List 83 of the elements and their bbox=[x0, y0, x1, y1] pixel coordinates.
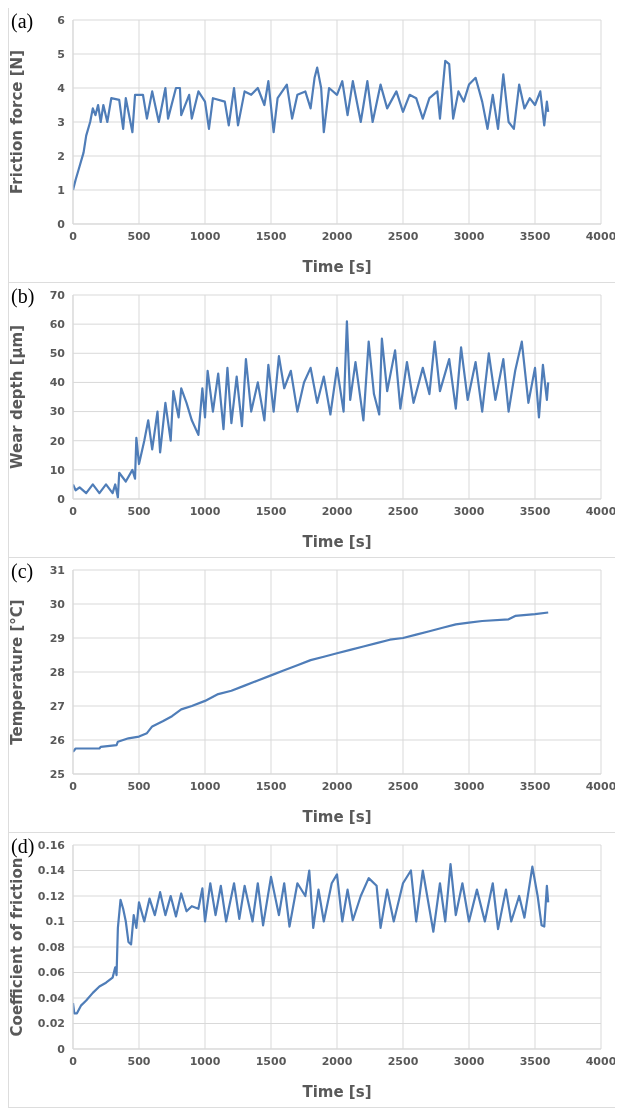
y-tick-label: 0 bbox=[57, 1042, 66, 1056]
y-tick-label: 0.08 bbox=[37, 940, 65, 954]
y-tick-label: 0.06 bbox=[37, 966, 66, 980]
y-axis-title: Coefficient of friction bbox=[8, 857, 27, 1037]
x-tick-label: 1500 bbox=[255, 229, 287, 243]
x-tick-label: 500 bbox=[127, 779, 151, 793]
y-tick-label: 4 bbox=[57, 81, 66, 95]
x-tick-label: 2000 bbox=[321, 1054, 353, 1068]
y-tick-label: 0 bbox=[57, 492, 66, 506]
chart-title: (a) bbox=[11, 10, 34, 33]
x-tick-label: 0 bbox=[69, 1054, 78, 1068]
y-tick-label: 31 bbox=[49, 563, 65, 577]
y-tick-label: 0 bbox=[57, 217, 66, 231]
x-tick-label: 500 bbox=[127, 1054, 151, 1068]
y-tick-label: 27 bbox=[49, 699, 65, 713]
x-tick-label: 500 bbox=[127, 504, 151, 518]
x-tick-label: 4000 bbox=[585, 779, 617, 793]
y-tick-label: 3 bbox=[57, 115, 65, 129]
y-tick-label: 6 bbox=[57, 13, 66, 27]
x-tick-label: 3500 bbox=[519, 504, 551, 518]
x-tick-label: 3000 bbox=[453, 504, 485, 518]
x-tick-label: 1000 bbox=[189, 504, 221, 518]
x-tick-label: 3000 bbox=[453, 1054, 485, 1068]
x-tick-label: 2500 bbox=[387, 1054, 419, 1068]
y-tick-label: 0.14 bbox=[37, 864, 66, 878]
x-tick-label: 2500 bbox=[387, 229, 419, 243]
y-tick-label: 2 bbox=[57, 149, 65, 163]
y-tick-label: 30 bbox=[49, 405, 66, 419]
x-tick-label: 1500 bbox=[255, 1054, 287, 1068]
x-axis-title: Time [s] bbox=[302, 808, 372, 826]
y-tick-label: 28 bbox=[49, 665, 65, 679]
x-tick-label: 3500 bbox=[519, 1054, 551, 1068]
y-tick-label: 0.04 bbox=[37, 991, 66, 1005]
x-tick-label: 1000 bbox=[189, 1054, 221, 1068]
y-tick-label: 40 bbox=[49, 376, 66, 390]
y-axis-title: Friction force [N] bbox=[8, 49, 27, 195]
chart-title: (c) bbox=[11, 560, 34, 583]
y-tick-label: 0.1 bbox=[45, 915, 65, 929]
x-tick-label: 1000 bbox=[189, 229, 221, 243]
line-series bbox=[73, 320, 550, 499]
x-tick-label: 3500 bbox=[519, 779, 551, 793]
chart-title: (b) bbox=[11, 285, 35, 308]
y-tick-label: 60 bbox=[49, 318, 66, 332]
x-tick-label: 0 bbox=[69, 779, 78, 793]
line-series bbox=[73, 59, 550, 192]
x-tick-label: 4000 bbox=[585, 1054, 617, 1068]
y-tick-label: 50 bbox=[49, 347, 66, 361]
x-axis-title: Time [s] bbox=[302, 533, 372, 551]
y-tick-label: 26 bbox=[49, 733, 66, 747]
x-tick-label: 1500 bbox=[255, 779, 287, 793]
x-axis-title: Time [s] bbox=[302, 258, 372, 276]
x-tick-label: 2000 bbox=[321, 779, 353, 793]
line-series bbox=[73, 863, 550, 1015]
x-tick-label: 0 bbox=[69, 504, 78, 518]
line-series bbox=[73, 611, 550, 753]
x-tick-label: 3500 bbox=[519, 229, 551, 243]
y-tick-label: 10 bbox=[49, 463, 66, 477]
x-tick-label: 2000 bbox=[321, 229, 353, 243]
y-tick-label: 5 bbox=[57, 47, 65, 61]
x-tick-label: 3000 bbox=[453, 229, 485, 243]
x-tick-label: 4000 bbox=[585, 504, 617, 518]
y-tick-label: 20 bbox=[49, 434, 66, 448]
x-tick-label: 1500 bbox=[255, 504, 287, 518]
y-tick-label: 25 bbox=[49, 767, 65, 781]
y-tick-label: 1 bbox=[57, 183, 65, 197]
x-tick-label: 3000 bbox=[453, 779, 485, 793]
x-tick-label: 1000 bbox=[189, 779, 221, 793]
x-tick-label: 2000 bbox=[321, 504, 353, 518]
y-tick-label: 0.12 bbox=[37, 889, 65, 903]
y-axis-title: Temperature [°C] bbox=[8, 599, 27, 745]
y-tick-label: 0.16 bbox=[37, 838, 66, 852]
x-tick-label: 2500 bbox=[387, 779, 419, 793]
chart-title: (d) bbox=[11, 835, 35, 858]
x-tick-label: 4000 bbox=[585, 229, 617, 243]
x-axis-title: Time [s] bbox=[302, 1083, 372, 1101]
x-tick-label: 2500 bbox=[387, 504, 419, 518]
y-tick-label: 29 bbox=[49, 631, 65, 645]
x-tick-label: 0 bbox=[69, 229, 78, 243]
x-tick-label: 500 bbox=[127, 229, 151, 243]
y-tick-label: 70 bbox=[49, 288, 66, 302]
y-tick-label: 30 bbox=[49, 597, 66, 611]
y-tick-label: 0.02 bbox=[37, 1017, 65, 1031]
y-axis-title: Wear depth [µm] bbox=[8, 324, 27, 470]
